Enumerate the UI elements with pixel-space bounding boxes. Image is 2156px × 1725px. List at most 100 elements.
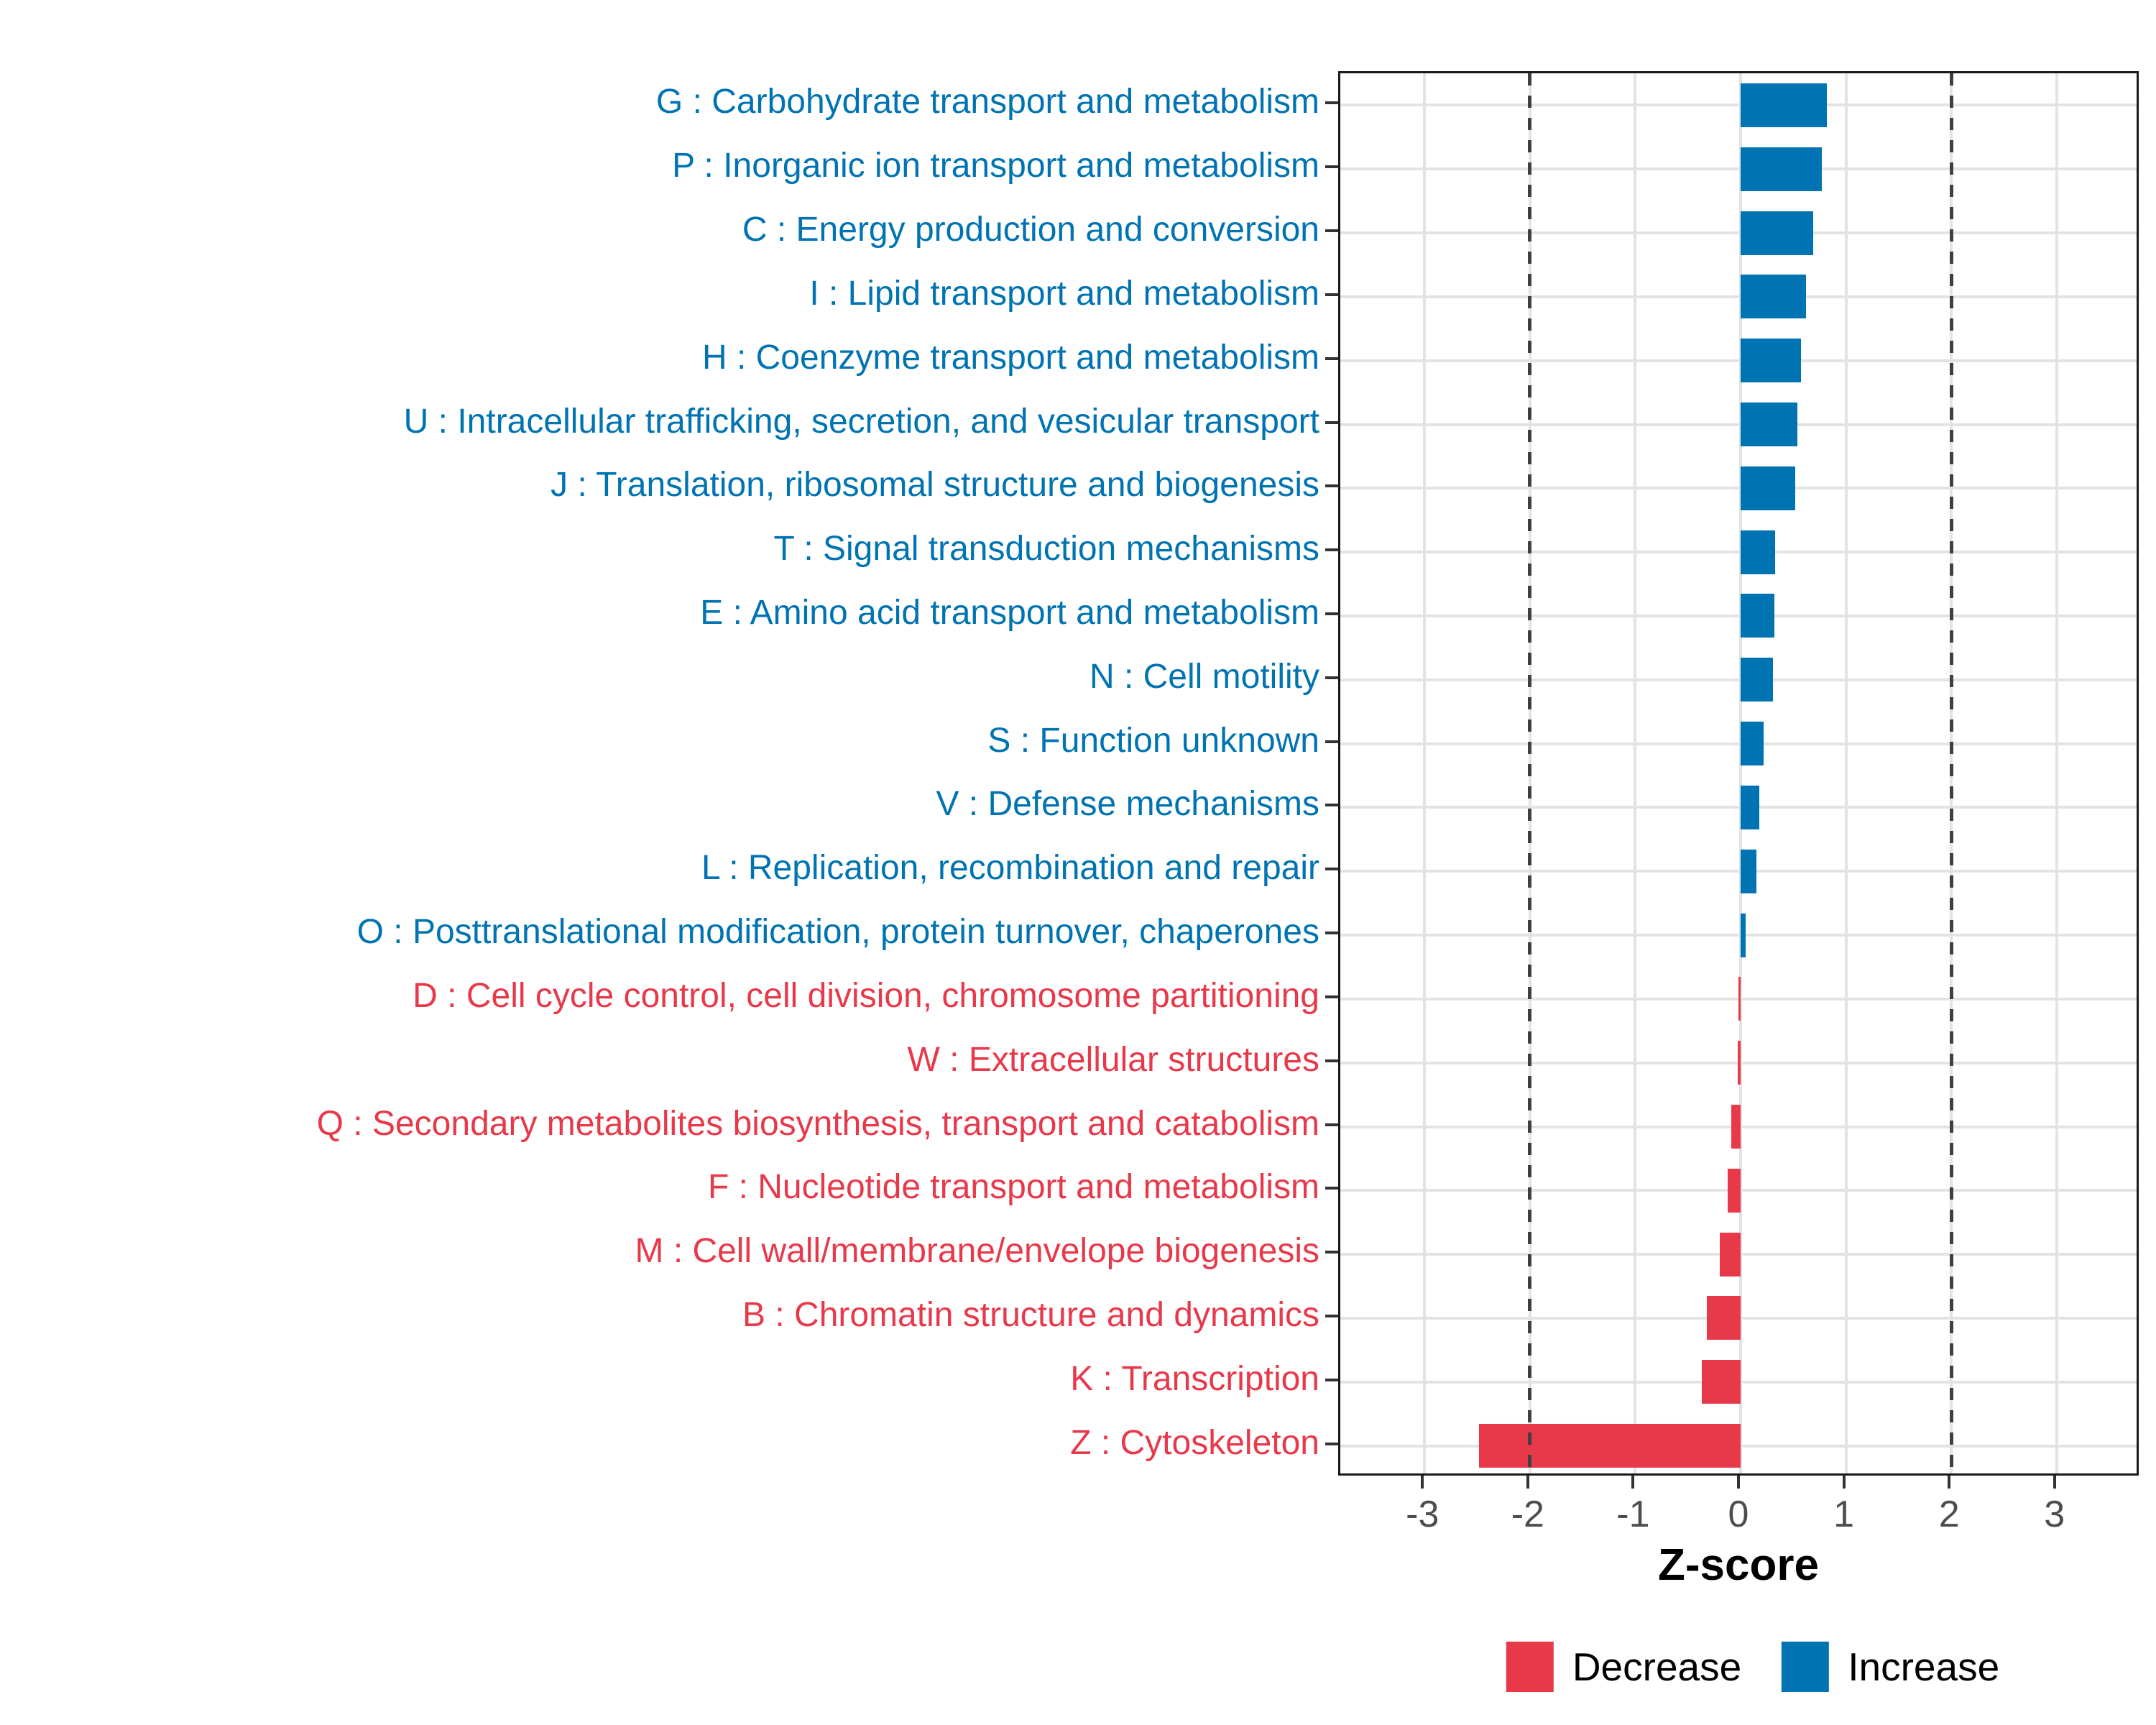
x-axis-tick xyxy=(2053,1476,2056,1489)
horizontal-gridline xyxy=(1340,551,2137,554)
y-axis-label: P : Inorganic ion transport and metaboli… xyxy=(672,147,1319,185)
y-axis-label: B : Chromatin structure and dynamics xyxy=(742,1295,1319,1334)
bar xyxy=(1741,339,1801,383)
y-axis-tick xyxy=(1325,229,1338,233)
bar xyxy=(1741,722,1764,766)
y-axis-tick xyxy=(1325,293,1338,296)
y-axis-label: N : Cell motility xyxy=(1089,657,1319,696)
y-axis-tick xyxy=(1325,1442,1338,1445)
y-axis-label: E : Amino acid transport and metabolism xyxy=(700,593,1319,632)
bar xyxy=(1741,594,1774,638)
y-axis-tick xyxy=(1325,804,1338,807)
bar xyxy=(1741,147,1822,191)
legend-item-decrease: Decrease xyxy=(1506,1642,1741,1692)
y-axis-label: Z : Cytoskeleton xyxy=(1070,1423,1319,1462)
bar xyxy=(1731,1105,1741,1149)
bar xyxy=(1741,913,1746,957)
y-axis-label: W : Extracellular structures xyxy=(907,1040,1319,1079)
vertical-gridline xyxy=(1634,73,1637,1473)
y-axis-tick xyxy=(1325,101,1338,105)
bar xyxy=(1738,977,1741,1021)
horizontal-gridline xyxy=(1340,997,2137,1000)
x-axis-tick-label: 0 xyxy=(1728,1494,1749,1535)
y-axis-label: Q : Secondary metabolites biosynthesis, … xyxy=(316,1104,1319,1143)
legend-label: Increase xyxy=(1848,1644,2000,1689)
x-axis-tick xyxy=(1737,1476,1740,1489)
bar xyxy=(1741,83,1828,127)
bar xyxy=(1741,466,1796,510)
bar xyxy=(1741,658,1774,702)
horizontal-gridline xyxy=(1340,742,2137,745)
horizontal-gridline xyxy=(1340,231,2137,235)
x-axis-tick-label: -3 xyxy=(1406,1494,1439,1535)
x-axis-tick-label: 3 xyxy=(2044,1494,2065,1535)
y-axis-label: K : Transcription xyxy=(1070,1359,1319,1398)
y-axis-tick xyxy=(1325,548,1338,552)
horizontal-gridline xyxy=(1340,678,2137,681)
y-axis-label: V : Defense mechanisms xyxy=(936,785,1319,824)
horizontal-gridline xyxy=(1340,614,2137,617)
vertical-gridline xyxy=(2055,73,2058,1473)
x-axis-tick xyxy=(1526,1476,1529,1489)
y-axis-tick xyxy=(1325,1059,1338,1062)
reference-line-layer xyxy=(1340,73,2137,1473)
horizontal-gridline xyxy=(1340,487,2137,490)
y-axis-label: L : Replication, recombination and repai… xyxy=(701,849,1319,888)
legend-item-increase: Increase xyxy=(1782,1642,1999,1692)
y-axis-tick xyxy=(1325,740,1338,743)
y-axis-tick xyxy=(1325,356,1338,360)
legend-label: Decrease xyxy=(1572,1644,1742,1689)
bar xyxy=(1741,785,1760,829)
legend: Decrease Increase xyxy=(1506,1642,1999,1692)
x-axis-tick-label: -1 xyxy=(1616,1494,1650,1535)
x-axis-tick xyxy=(1421,1476,1424,1489)
y-axis-label: I : Lipid transport and metabolism xyxy=(809,274,1319,313)
y-axis-tick xyxy=(1325,612,1338,615)
horizontal-gridline xyxy=(1340,295,2137,298)
plot-panel xyxy=(1338,71,2139,1476)
y-axis-label: T : Signal transduction mechanisms xyxy=(773,530,1319,569)
y-axis-label: G : Carbohydrate transport and metabolis… xyxy=(655,83,1319,121)
y-axis-tick xyxy=(1325,868,1338,871)
y-axis-tick xyxy=(1325,1187,1338,1190)
y-axis-tick xyxy=(1325,484,1338,488)
bar xyxy=(1741,211,1814,255)
y-axis-tick xyxy=(1325,995,1338,998)
y-axis-label: D : Cell cycle control, cell division, c… xyxy=(413,976,1319,1015)
y-axis-label: S : Function unknown xyxy=(987,721,1319,760)
bar xyxy=(1728,1168,1741,1213)
bar xyxy=(1741,849,1756,893)
x-axis-tick xyxy=(1842,1476,1846,1489)
y-axis-tick xyxy=(1325,420,1338,424)
y-axis-label: U : Intracellular trafficking, secretion… xyxy=(403,402,1319,441)
bar xyxy=(1741,402,1798,446)
y-axis-label: M : Cell wall/membrane/envelope biogenes… xyxy=(635,1232,1319,1271)
y-axis-label: H : Coenzyme transport and metabolism xyxy=(701,338,1319,377)
horizontal-gridline xyxy=(1340,870,2137,873)
y-axis-tick xyxy=(1325,1378,1338,1381)
bar xyxy=(1479,1424,1741,1468)
y-axis-label: C : Energy production and conversion xyxy=(742,211,1319,249)
bar xyxy=(1741,530,1776,574)
horizontal-gridline xyxy=(1340,359,2137,362)
horizontal-gridline xyxy=(1340,167,2137,171)
reference-line xyxy=(1949,73,1953,1473)
y-axis-label: F : Nucleotide transport and metabolism xyxy=(707,1168,1319,1207)
x-axis-tick xyxy=(1948,1476,1951,1489)
y-axis-tick xyxy=(1325,932,1338,935)
x-axis-tick-label: 2 xyxy=(1938,1494,1960,1535)
legend-swatch-increase xyxy=(1782,1642,1830,1692)
y-axis-tick xyxy=(1325,676,1338,679)
y-axis-label: J : Translation, ribosomal structure and… xyxy=(550,466,1319,505)
bar xyxy=(1701,1360,1741,1404)
reference-line xyxy=(1528,73,1532,1473)
bar xyxy=(1741,275,1806,319)
bar xyxy=(1719,1232,1741,1276)
y-axis-label: O : Posttranslational modification, prot… xyxy=(356,913,1319,952)
y-axis-tick xyxy=(1325,165,1338,169)
horizontal-gridline xyxy=(1340,806,2137,809)
x-axis-tick-label: -2 xyxy=(1511,1494,1544,1535)
bar xyxy=(1737,1041,1741,1085)
y-axis-tick xyxy=(1325,1314,1338,1317)
